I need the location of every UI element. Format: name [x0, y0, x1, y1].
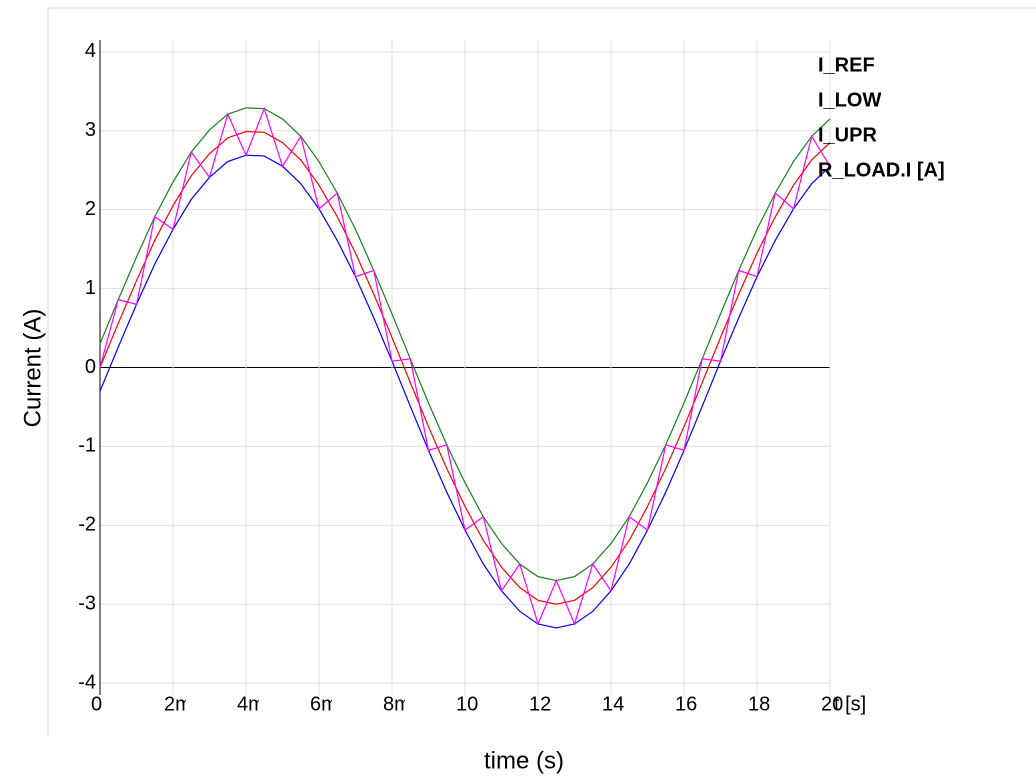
x-tick-label: 18m [748, 693, 787, 715]
series-line [99, 130, 831, 605]
x-tick-label: 20m [821, 693, 860, 715]
y-tick-label: 3 [85, 119, 96, 141]
series-line [99, 107, 831, 582]
x-tick-label: 4m [237, 693, 265, 715]
x-tick-label: 14m [602, 693, 641, 715]
y-tick-label: 0 [85, 356, 96, 378]
x-tick-label: 8m [383, 693, 411, 715]
x-tick-label: 0 [91, 693, 102, 715]
x-tick-label: 6m [310, 693, 338, 715]
x-tick-label: 10m [456, 693, 495, 715]
y-tick-label: -2 [78, 514, 96, 536]
y-tick-label: -4 [78, 671, 96, 693]
y-tick-label: 1 [85, 277, 96, 299]
series-line [99, 106, 831, 626]
legend-entry: I_LOW [818, 89, 881, 111]
y-tick-label: -3 [78, 593, 96, 615]
y-axis-title: Current (A) [19, 309, 46, 428]
y-tick-label: -1 [78, 435, 96, 457]
x-axis-title: time (s) [484, 747, 564, 774]
x-tick-label: 12m [529, 693, 568, 715]
y-tick-label: 2 [85, 198, 96, 220]
y-tick-label: 4 [85, 40, 96, 62]
legend-entry: I_REF [818, 54, 875, 76]
x-unit-label: t [s] [834, 693, 866, 715]
legend-entry: R_LOAD.I [A] [818, 159, 945, 181]
x-tick-label: 16m [675, 693, 714, 715]
legend-entry: I_UPR [818, 124, 877, 146]
x-tick-label: 2m [164, 693, 192, 715]
